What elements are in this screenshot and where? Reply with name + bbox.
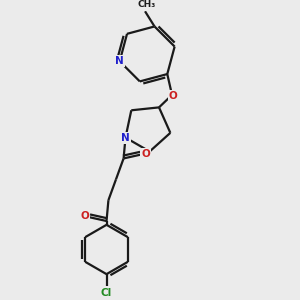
Text: CH₃: CH₃ (138, 0, 156, 9)
Text: Cl: Cl (101, 288, 112, 298)
Text: O: O (141, 149, 150, 159)
Text: N: N (115, 56, 124, 66)
Text: O: O (169, 91, 177, 101)
Text: N: N (121, 133, 130, 142)
Text: O: O (80, 211, 89, 221)
